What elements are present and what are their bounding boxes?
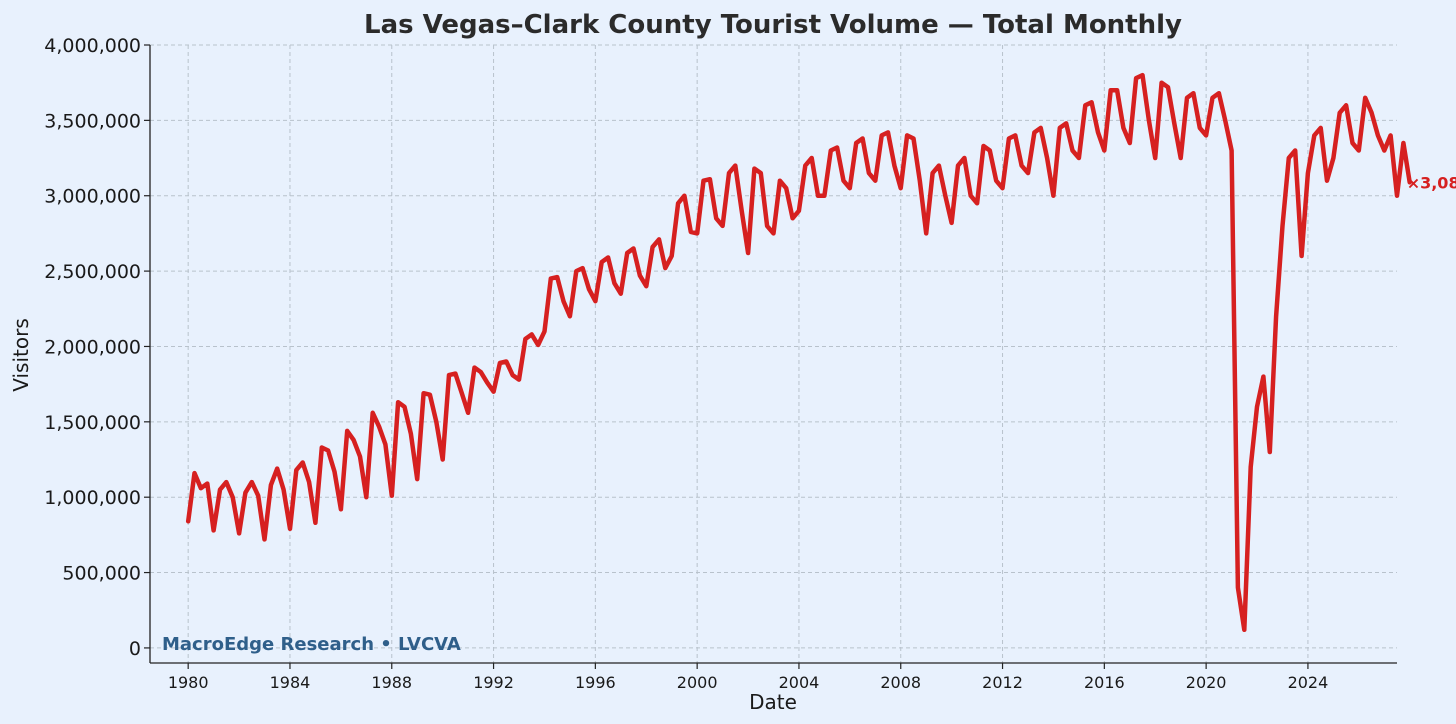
x-tick-label: 2004 <box>779 673 820 692</box>
x-tick-label: 2020 <box>1186 673 1227 692</box>
x-tick-label: 1988 <box>371 673 412 692</box>
x-tick-label: 1992 <box>473 673 514 692</box>
y-tick-label: 2,000,000 <box>44 336 141 358</box>
x-tick-label: 2008 <box>880 673 921 692</box>
grid-lines <box>150 44 1397 663</box>
x-tick-label: 2024 <box>1288 673 1329 692</box>
y-tick-label: 4,000,000 <box>44 35 141 57</box>
y-tick-label: 0 <box>129 638 141 660</box>
x-tick-label: 1980 <box>168 673 209 692</box>
x-tick-label: 2016 <box>1084 673 1125 692</box>
x-tick-label: 1984 <box>270 673 311 692</box>
y-tick-label: 3,000,000 <box>44 186 141 208</box>
y-axis-ticks: 0 500,000 1,000,000 1,500,000 2,000,000 2,500… <box>44 35 150 660</box>
y-tick-label: 1,500,000 <box>44 412 141 434</box>
y-tick-label: 1,000,000 <box>44 487 141 509</box>
chart-title: Las Vegas–Clark County Tourist Volume — … <box>364 10 1182 40</box>
x-axis-label: Date <box>749 690 797 714</box>
end-value-label: ×3,089,300 <box>1407 173 1456 192</box>
y-tick-label: 2,500,000 <box>44 261 141 283</box>
y-tick-label: 3,500,000 <box>44 110 141 132</box>
axes <box>149 45 1397 664</box>
x-tick-label: 2000 <box>677 673 718 692</box>
y-tick-label: 500,000 <box>62 563 141 585</box>
watermark-text: MacroEdge Research • LVCVA <box>162 634 461 655</box>
y-axis-label: Visitors <box>9 318 33 392</box>
series-line-visitors <box>185 72 1412 633</box>
x-tick-label: 2012 <box>982 673 1023 692</box>
x-tick-label: 1996 <box>575 673 616 692</box>
x-axis-ticks: 1980 1984 1988 1992 1996 2000 2004 2008 2012 2016… <box>168 663 1328 692</box>
